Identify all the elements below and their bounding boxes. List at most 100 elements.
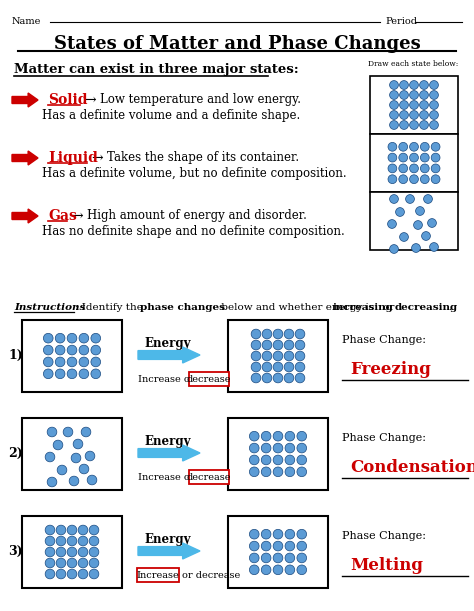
Circle shape [45, 536, 55, 546]
Text: Energy: Energy [145, 434, 191, 447]
Bar [370, 192, 458, 250]
Circle shape [67, 558, 77, 568]
Circle shape [63, 427, 73, 437]
Circle shape [431, 142, 440, 151]
Bar [189, 470, 229, 484]
Circle shape [429, 101, 438, 109]
Circle shape [390, 81, 399, 89]
Circle shape [284, 351, 294, 361]
Circle shape [261, 467, 271, 477]
Circle shape [297, 443, 307, 453]
Circle shape [297, 467, 307, 477]
Circle shape [284, 373, 294, 383]
Circle shape [390, 111, 399, 119]
Circle shape [47, 427, 57, 437]
Text: →: → [91, 151, 103, 165]
Circle shape [399, 153, 408, 162]
Polygon shape [12, 151, 38, 165]
Circle shape [79, 345, 89, 355]
Text: Solid: Solid [48, 93, 88, 107]
Circle shape [285, 455, 295, 465]
Circle shape [249, 467, 259, 477]
Text: phase changes: phase changes [140, 304, 225, 312]
Circle shape [91, 334, 100, 343]
Circle shape [421, 232, 430, 240]
Text: or decrease: or decrease [182, 571, 240, 579]
Bar [228, 516, 328, 588]
Circle shape [89, 547, 99, 557]
Circle shape [71, 453, 81, 463]
Text: 1): 1) [8, 348, 23, 362]
Circle shape [431, 153, 440, 162]
Circle shape [45, 525, 55, 535]
Text: Instructions: Instructions [14, 304, 85, 312]
Circle shape [390, 120, 399, 130]
Circle shape [45, 569, 55, 579]
Circle shape [73, 439, 83, 449]
Text: Condensation: Condensation [350, 459, 474, 477]
Circle shape [45, 452, 55, 462]
Circle shape [67, 547, 77, 557]
Circle shape [55, 334, 65, 343]
Text: increasing: increasing [333, 304, 394, 312]
Text: Energy: Energy [145, 337, 191, 349]
Circle shape [55, 357, 65, 367]
Circle shape [284, 340, 294, 350]
Circle shape [388, 175, 397, 183]
Circle shape [396, 208, 404, 216]
Circle shape [85, 451, 95, 461]
Bar [370, 76, 458, 134]
Circle shape [295, 351, 305, 361]
Text: States of Matter and Phase Changes: States of Matter and Phase Changes [54, 35, 420, 53]
Circle shape [89, 569, 99, 579]
Circle shape [429, 90, 438, 100]
Text: →: → [72, 209, 83, 223]
Circle shape [273, 443, 283, 453]
Text: Matter can exist in three major states:: Matter can exist in three major states: [14, 64, 299, 76]
Circle shape [67, 357, 77, 367]
Circle shape [89, 525, 99, 535]
Circle shape [273, 340, 283, 350]
Circle shape [390, 101, 399, 109]
Bar [370, 134, 458, 192]
Circle shape [273, 373, 283, 383]
Text: Phase Change:: Phase Change: [342, 335, 426, 345]
Text: Has a definite volume, but no definite composition.: Has a definite volume, but no definite c… [42, 167, 346, 180]
Circle shape [249, 553, 259, 563]
Bar [22, 516, 122, 588]
Circle shape [285, 541, 295, 551]
Circle shape [47, 477, 57, 487]
Circle shape [67, 334, 77, 343]
Circle shape [67, 369, 77, 379]
Circle shape [249, 455, 259, 465]
Circle shape [420, 164, 429, 173]
Text: →: → [84, 93, 96, 107]
Circle shape [249, 443, 259, 453]
Circle shape [399, 175, 408, 183]
Circle shape [390, 90, 399, 100]
Circle shape [262, 351, 272, 361]
Circle shape [56, 569, 66, 579]
Text: 3): 3) [8, 544, 23, 557]
Circle shape [78, 569, 88, 579]
Circle shape [79, 357, 89, 367]
Text: Phase Change:: Phase Change: [342, 531, 426, 541]
Text: decrease: decrease [187, 375, 231, 384]
Circle shape [89, 558, 99, 568]
Circle shape [55, 369, 65, 379]
Circle shape [411, 244, 420, 252]
Circle shape [420, 142, 429, 151]
Circle shape [295, 373, 305, 383]
Circle shape [410, 142, 419, 151]
Text: decrease: decrease [187, 472, 231, 481]
Circle shape [44, 334, 53, 343]
Circle shape [249, 565, 259, 575]
Circle shape [295, 329, 305, 339]
Circle shape [419, 111, 428, 119]
Circle shape [67, 525, 77, 535]
Circle shape [249, 541, 259, 551]
Circle shape [410, 111, 419, 119]
Circle shape [285, 529, 295, 539]
Circle shape [400, 90, 409, 100]
Text: below and whether energy is: below and whether energy is [218, 304, 377, 312]
